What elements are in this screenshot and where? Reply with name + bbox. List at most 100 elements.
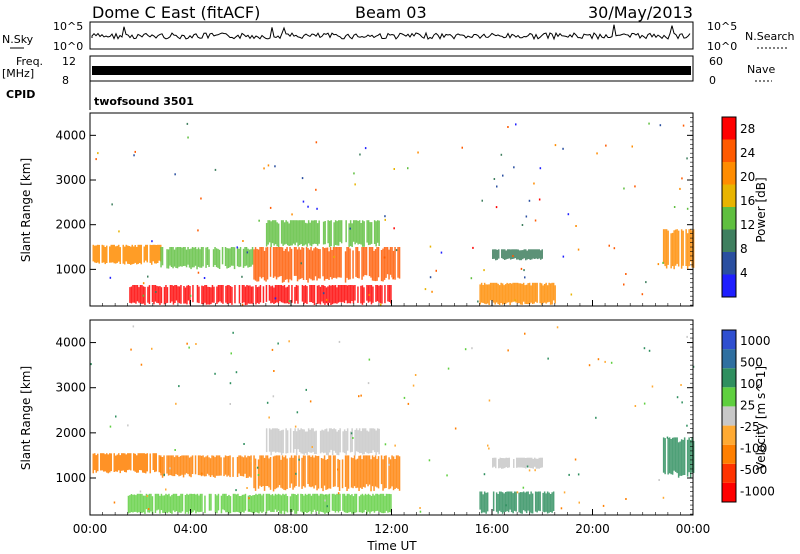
velocity-cell (217, 493, 220, 511)
power-cell (511, 249, 513, 259)
velocity-cell (151, 496, 154, 514)
power-cell (376, 285, 379, 302)
power-speckle (364, 147, 367, 150)
power-cell (358, 251, 360, 279)
velocity-speckle (534, 469, 536, 472)
velocity-cell (322, 494, 325, 513)
power-cell (284, 248, 287, 280)
velocity-colorbar-tick: -1000 (740, 484, 775, 498)
power-speckle (657, 263, 660, 266)
power-cell (340, 285, 343, 303)
power-cell (308, 249, 311, 279)
power-cell (330, 220, 332, 247)
velocity-speckle (147, 508, 150, 510)
velocity-cell (364, 428, 367, 452)
power-cell (215, 248, 218, 268)
power-cell (348, 285, 350, 304)
power-cell (528, 282, 531, 304)
power-cell (205, 247, 207, 268)
velocity-cell (378, 494, 380, 512)
velocity-cell (662, 437, 665, 473)
power-cell (98, 244, 100, 264)
velocity-cell (301, 429, 304, 454)
velocity-speckle (680, 384, 682, 386)
velocity-cell (283, 457, 285, 490)
power-cell (229, 286, 232, 304)
velocity-cell (318, 495, 320, 514)
velocity-cell (334, 494, 337, 513)
velocity-cell (195, 494, 197, 514)
velocity-region (265, 428, 380, 456)
velocity-cell (301, 457, 303, 489)
velocity-cell (115, 455, 117, 472)
velocity-cell (483, 491, 486, 513)
power-cell (140, 244, 142, 265)
velocity-cell (274, 428, 277, 453)
velocity-cell (214, 494, 217, 513)
power-speckle (274, 165, 276, 168)
velocity-cell (270, 429, 272, 456)
power-cell (263, 250, 266, 281)
power-cell (370, 247, 372, 278)
power-cell (258, 286, 260, 304)
x-tick-label: 16:00 (475, 522, 510, 536)
velocity-cell (326, 459, 329, 490)
velocity-cell (273, 428, 275, 452)
velocity-cell (280, 459, 282, 488)
velocity-cell (149, 453, 151, 474)
power-cell (525, 249, 527, 261)
velocity-cell (680, 439, 683, 476)
velocity-cell (316, 493, 319, 511)
power-cell (211, 285, 214, 303)
velocity-colorbar-segment (722, 406, 736, 426)
power-cell (332, 247, 335, 278)
velocity-cell (253, 455, 255, 489)
power-speckle (472, 246, 474, 249)
power-cell (527, 283, 529, 305)
velocity-cell (210, 493, 212, 511)
velocity-speckle (140, 363, 143, 366)
power-cell (306, 286, 308, 304)
velocity-cell (382, 493, 385, 514)
velocity-cell (284, 455, 287, 491)
power-cell (216, 286, 218, 304)
power-cell (391, 247, 393, 278)
velocity-speckle (414, 374, 417, 376)
velocity-cell (247, 455, 249, 478)
power-cell (485, 284, 487, 305)
velocity-cell (199, 455, 201, 476)
freq-tick-top: 12 (62, 55, 76, 68)
velocity-cell (274, 493, 277, 510)
velocity-speckle (487, 444, 489, 447)
velocity-cell (521, 492, 523, 514)
velocity-speckle (454, 427, 457, 430)
power-cell (247, 285, 250, 304)
power-cell (346, 247, 348, 278)
power-colorbar-tick: 12 (740, 218, 755, 232)
power-cell (109, 246, 111, 263)
power-cell (310, 285, 313, 303)
nsky-trace (91, 24, 691, 41)
velocity-cell (345, 495, 347, 513)
power-cell (210, 287, 212, 305)
power-speckle (302, 200, 305, 203)
velocity-cell (507, 457, 509, 468)
velocity-cell (370, 459, 372, 492)
power-speckle (686, 157, 688, 160)
power-speckle (269, 206, 272, 209)
velocity-cell (333, 428, 335, 451)
velocity-cell (381, 493, 383, 514)
velocity-cell (332, 455, 335, 487)
power-cell (268, 285, 271, 301)
power-cell (525, 284, 528, 304)
nsky-label: N.Sky (2, 33, 34, 46)
velocity-cell (202, 455, 204, 476)
velocity-cell (552, 491, 555, 511)
power-cell (677, 230, 680, 267)
power-speckle (203, 277, 206, 279)
power-speckle (147, 275, 149, 278)
velocity-speckle (556, 326, 559, 329)
power-cell (383, 247, 386, 280)
velocity-cell (519, 492, 522, 514)
